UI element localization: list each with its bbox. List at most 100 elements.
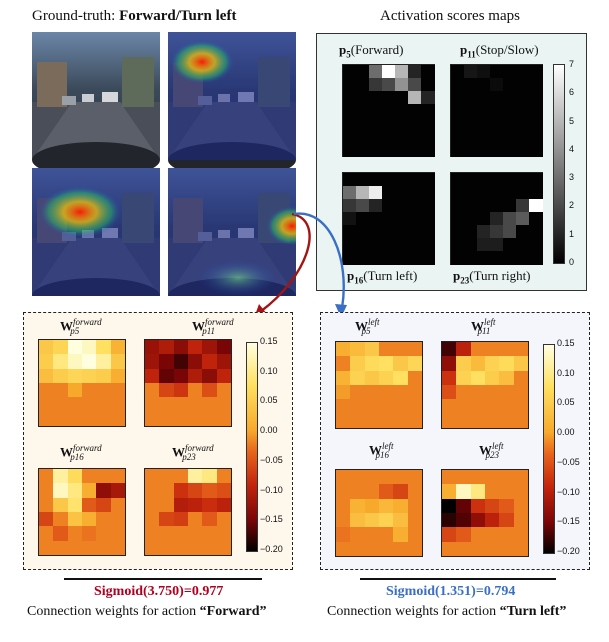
colorbar-tick-label: 6 [569, 87, 575, 98]
heatmap-cell [407, 370, 423, 386]
heatmap-cell [485, 470, 500, 485]
heatmap-cell [350, 470, 366, 485]
weight-map-left-p16 [335, 469, 423, 557]
heatmap-cell [395, 130, 409, 144]
heatmap-cell [382, 186, 396, 200]
heatmap-cell [202, 540, 218, 556]
left-arrow [293, 212, 345, 309]
heatmap-cell [456, 342, 472, 357]
heatmap-cell [82, 383, 97, 398]
heatmap-cell [499, 527, 515, 543]
weight-map-left-p23 [441, 469, 529, 557]
heatmap-cell [188, 354, 203, 370]
heatmap-cell [503, 130, 517, 144]
heatmap-cell [529, 212, 543, 226]
left-divider [360, 578, 556, 580]
heatmap-cell [513, 342, 529, 357]
heatmap-cell [490, 186, 504, 200]
heatmap-cell [159, 354, 175, 370]
heatmap-cell [382, 238, 396, 252]
heatmap-cell [516, 130, 530, 144]
activation-title: Activation scores maps [380, 8, 520, 24]
heatmap-cell [470, 370, 486, 386]
colorbar-tick-label: −0.15 [260, 514, 283, 525]
heatmap-cell [490, 104, 504, 118]
heatmap-cell [490, 199, 504, 213]
heatmap-cell [216, 469, 232, 484]
heatmap-cell [343, 238, 357, 252]
heatmap-cell [364, 385, 380, 400]
heatmap-cell [356, 173, 370, 187]
heatmap-cell [188, 397, 203, 413]
heatmap-cell [503, 91, 517, 105]
heatmap-cell [382, 212, 396, 226]
heatmap-cell [53, 383, 69, 398]
left-arrow-head [335, 304, 347, 318]
heatmap-cell [516, 225, 530, 239]
heatmap-cell [202, 397, 218, 413]
heatmap-cell [82, 411, 97, 427]
heatmap-cell [395, 91, 409, 105]
heatmap-cell [145, 497, 160, 513]
heatmap-cell [336, 399, 351, 415]
heatmap-cell [173, 354, 189, 370]
heatmap-cell [369, 225, 383, 239]
heatmap-cell [173, 411, 189, 427]
heatmap-cell [421, 130, 435, 144]
heatmap-cell [369, 238, 383, 252]
heatmap-cell [503, 199, 517, 213]
heatmap-cell [395, 186, 409, 200]
heatmap-cell [159, 340, 175, 355]
heatmap-cell [529, 104, 543, 118]
heatmap-cell [408, 130, 422, 144]
heatmap-cell [356, 186, 370, 200]
heatmap-cell [369, 186, 383, 200]
heatmap-cell [379, 385, 394, 400]
heatmap-cell [82, 483, 97, 499]
heatmap-cell [395, 143, 409, 157]
heatmap-cell [356, 212, 370, 226]
heatmap-cell [39, 512, 54, 527]
heatmap-cell [110, 354, 126, 370]
heatmap-cell [503, 238, 517, 252]
heatmap-cell [39, 340, 54, 355]
heatmap-cell [516, 251, 530, 265]
heatmap-cell [499, 498, 515, 514]
heatmap-cell [343, 173, 357, 187]
heatmap-cell [477, 251, 491, 265]
heatmap-cell [216, 383, 232, 398]
heatmap-cell [395, 65, 409, 79]
heatmap-cell [421, 199, 435, 213]
heatmap-cell [364, 356, 380, 372]
heatmap-cell [173, 383, 189, 398]
heatmap-cell [499, 370, 515, 386]
heatmap-cell [421, 143, 435, 157]
heatmap-cell [336, 527, 351, 543]
heatmap-cell [529, 238, 543, 252]
heatmap-cell [350, 498, 366, 514]
weight-label-forward-p5: Wforwardp5 [60, 317, 102, 336]
heatmap-cell [464, 117, 478, 131]
heatmap-cell [464, 173, 478, 187]
heatmap-cell [356, 78, 370, 92]
heatmap-cell [202, 469, 218, 484]
heatmap-cell [145, 512, 160, 527]
heatmap-cell [395, 199, 409, 213]
heatmap-cell [369, 117, 383, 131]
heatmap-cell [513, 541, 529, 557]
heatmap-cell [393, 498, 409, 514]
colorbar-tick-label: 0.15 [260, 336, 278, 346]
heatmap-cell [470, 356, 486, 372]
heatmap-cell [350, 413, 366, 429]
heatmap-cell [503, 117, 517, 131]
heatmap-cell [408, 225, 422, 239]
heatmap-cell [67, 411, 83, 427]
heatmap-cell [336, 513, 351, 528]
heatmap-cell [216, 483, 232, 499]
heatmap-cell [364, 399, 380, 415]
heatmap-cell [529, 225, 543, 239]
heatmap-cell [477, 173, 491, 187]
weight-label-forward-p16: Wforwardp16 [60, 443, 102, 462]
heatmap-cell [395, 212, 409, 226]
heatmap-cell [202, 368, 218, 384]
